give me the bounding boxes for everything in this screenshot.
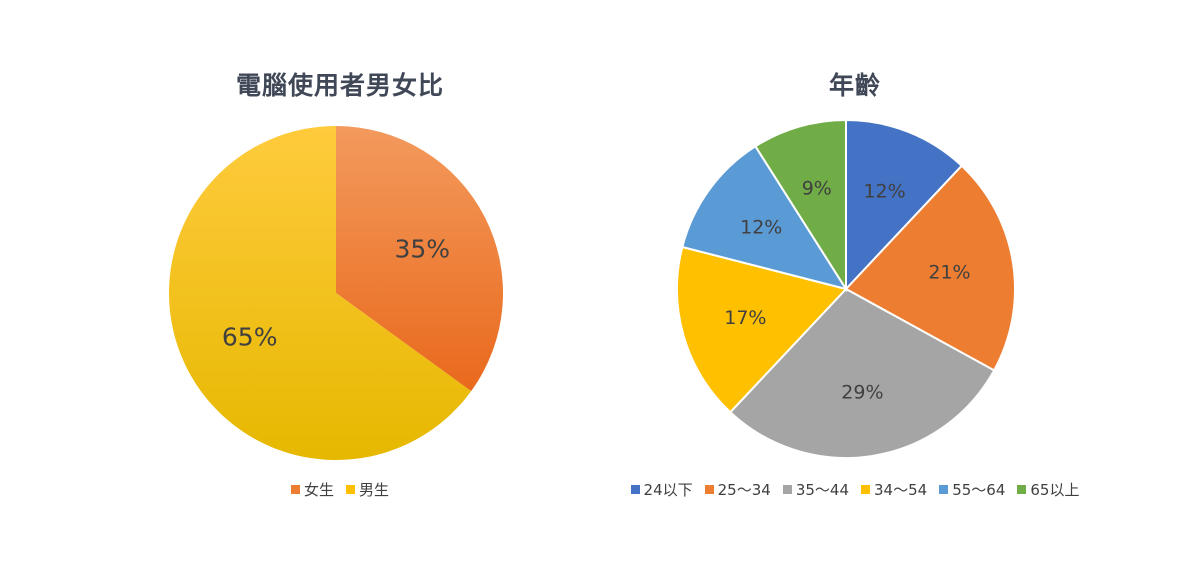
- pie-slice: [169, 126, 472, 461]
- age-chart: 年齡 12% 21% 29% 17% 12% 9% 24以下 25～34 35～44 34～54…: [630, 0, 1079, 563]
- legend-label: 35～44: [795, 481, 849, 499]
- legend-swatch: [939, 485, 949, 494]
- legend-swatch: [630, 485, 640, 494]
- pie-slice: [754, 118, 847, 293]
- pie-slice: [845, 118, 964, 292]
- legend-swatch: [346, 485, 355, 494]
- pie-slice: [336, 126, 504, 392]
- legend-swatch: [861, 485, 870, 494]
- data-label: 12%: [740, 216, 782, 238]
- chart-title: 電腦使用者男女比: [235, 71, 444, 100]
- data-label: 35%: [395, 235, 451, 264]
- data-label: 17%: [724, 307, 766, 329]
- data-label: 29%: [841, 381, 883, 403]
- age-pie: 12% 21% 29% 17% 12% 9%: [675, 118, 1017, 460]
- legend-item: 男生: [346, 479, 389, 500]
- legend: 女生 男生: [140, 479, 540, 500]
- legend-label: 25～34: [717, 481, 771, 499]
- legend-label: 24以下: [643, 481, 693, 499]
- pie-slice: [844, 164, 1017, 372]
- chart-title: 年齡: [828, 71, 881, 100]
- legend-item: 65以上: [1017, 479, 1079, 500]
- data-label: 65%: [222, 322, 278, 351]
- legend-label: 34～54: [874, 481, 928, 499]
- legend-swatch: [782, 485, 792, 494]
- legend-item: 34～54: [861, 479, 927, 500]
- legend-item: 24以下: [630, 479, 693, 500]
- legend-swatch: [704, 485, 714, 494]
- gender-chart: 電腦使用者男女比 35% 65% 女生 男生: [140, 0, 540, 563]
- data-label: 12%: [863, 181, 905, 203]
- legend-swatch: [1017, 485, 1027, 494]
- pie-slice: [728, 287, 996, 460]
- legend-item: 35～44: [782, 479, 849, 500]
- legend-label: 65以上: [1030, 481, 1080, 499]
- pie-slice: [675, 245, 848, 414]
- pie-slice: [681, 144, 849, 291]
- legend-label: 55～64: [952, 481, 1006, 499]
- data-label: 9%: [802, 177, 832, 199]
- legend-item: 女生: [290, 479, 334, 500]
- legend-swatch: [290, 485, 300, 494]
- data-label: 21%: [928, 262, 970, 284]
- gender-pie: 35% 65%: [169, 126, 504, 461]
- legend-item: 25～34: [704, 479, 771, 500]
- legend-item: 55～64: [939, 479, 1005, 500]
- legend-label: 女生: [303, 481, 334, 499]
- legend: 24以下 25～34 35～44 34～54 55～64 65以上: [630, 479, 1079, 500]
- legend-label: 男生: [359, 481, 390, 499]
